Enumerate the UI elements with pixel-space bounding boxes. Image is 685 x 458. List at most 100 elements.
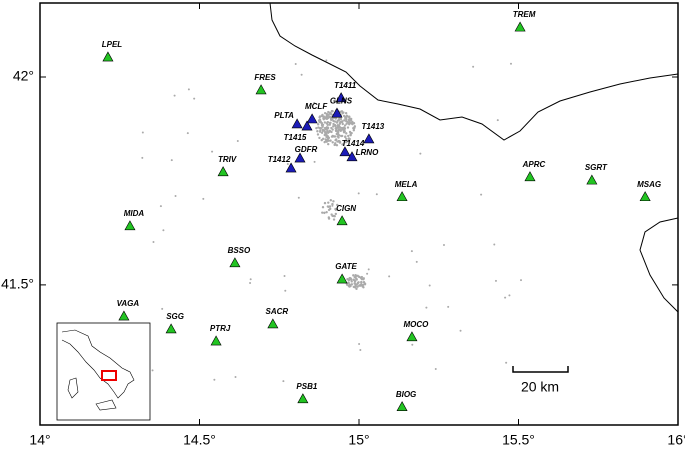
event-dot: [459, 329, 462, 332]
event-dot: [323, 126, 327, 130]
event-dot: [345, 132, 348, 135]
station-label: T1411: [334, 81, 357, 90]
event-dot: [323, 140, 326, 144]
event-dot: [355, 283, 359, 286]
event-dot: [341, 143, 344, 146]
event-dot: [329, 121, 332, 124]
event-dot: [320, 131, 324, 134]
event-dot: [341, 122, 344, 126]
event-dot: [344, 135, 347, 138]
event-dot: [327, 205, 330, 208]
event-dot: [159, 205, 162, 208]
event-dot: [360, 276, 363, 280]
station-label: SACR: [266, 307, 289, 316]
station-label: GATE: [335, 262, 357, 271]
inset-map: [56, 322, 151, 421]
station-marker: [285, 162, 297, 173]
event-dot: [319, 127, 323, 130]
event-dot: [335, 132, 338, 136]
event-dot: [319, 129, 322, 132]
event-dot: [434, 368, 437, 371]
event-dot: [336, 124, 340, 127]
event-dot: [297, 196, 300, 199]
station-marker: [291, 118, 303, 129]
event-dot: [327, 216, 331, 219]
event-dot: [352, 278, 355, 281]
event-dot: [350, 283, 354, 286]
event-dot: [415, 260, 418, 263]
event-dot: [325, 117, 329, 121]
event-dot: [325, 139, 329, 142]
station-marker: [514, 21, 526, 32]
event-dot: [347, 281, 350, 285]
event-dot: [359, 349, 362, 352]
station-marker: [363, 133, 375, 144]
event-dot: [447, 305, 450, 308]
event-dot: [333, 135, 337, 138]
event-dot: [211, 150, 214, 153]
station-marker: [217, 166, 229, 177]
event-dot: [340, 134, 344, 138]
event-dot: [325, 114, 329, 117]
event-dot: [343, 129, 346, 132]
event-dot: [332, 125, 335, 128]
event-dot: [331, 202, 334, 206]
event-dot: [316, 133, 320, 136]
event-dot: [336, 135, 339, 138]
station-marker: [301, 120, 313, 131]
event-dot: [317, 119, 321, 122]
event-dot: [367, 268, 370, 271]
event-dot: [362, 286, 365, 289]
event-dot: [186, 132, 189, 135]
event-dot: [328, 123, 332, 126]
station-marker: [406, 331, 418, 342]
event-dot: [428, 284, 431, 287]
event-dot: [334, 208, 338, 211]
station-marker: [294, 152, 306, 163]
event-dot: [315, 126, 318, 130]
station-label: SGRT: [585, 163, 608, 172]
station-marker: [336, 215, 348, 226]
event-dot: [360, 281, 363, 284]
event-dot: [358, 284, 361, 287]
inset-coast: [61, 329, 135, 399]
event-dot: [520, 279, 522, 282]
event-dot: [333, 143, 336, 147]
event-dot: [353, 282, 356, 285]
event-dot: [357, 281, 360, 284]
event-dot: [352, 274, 355, 277]
event-dot: [322, 118, 325, 121]
event-dot: [141, 131, 144, 134]
station-marker: [336, 273, 348, 284]
station-label: LRNO: [356, 148, 379, 157]
event-dot: [170, 159, 173, 162]
event-dot: [358, 343, 361, 346]
event-dot: [425, 306, 428, 309]
event-dot: [342, 114, 346, 118]
event-dot: [300, 73, 303, 76]
event-dot: [347, 121, 351, 125]
event-dot: [343, 119, 346, 122]
event-dot: [342, 131, 346, 134]
event-dot: [352, 122, 356, 125]
event-dot: [234, 376, 237, 379]
event-dot: [353, 280, 357, 283]
event-dot: [326, 129, 329, 132]
event-dot: [346, 126, 350, 129]
station-label: MOCO: [404, 320, 430, 329]
event-dot: [324, 133, 328, 137]
event-dot: [141, 156, 144, 159]
event-dot: [173, 94, 176, 97]
event-dot: [345, 114, 349, 118]
event-dot: [334, 212, 338, 216]
coastline: [639, 217, 679, 313]
event-dot: [411, 343, 414, 346]
event-dot: [329, 139, 332, 142]
event-dot: [330, 213, 333, 216]
event-dot: [321, 205, 325, 209]
event-dot: [419, 152, 422, 155]
event-dot: [338, 125, 341, 128]
event-dot: [338, 117, 341, 120]
